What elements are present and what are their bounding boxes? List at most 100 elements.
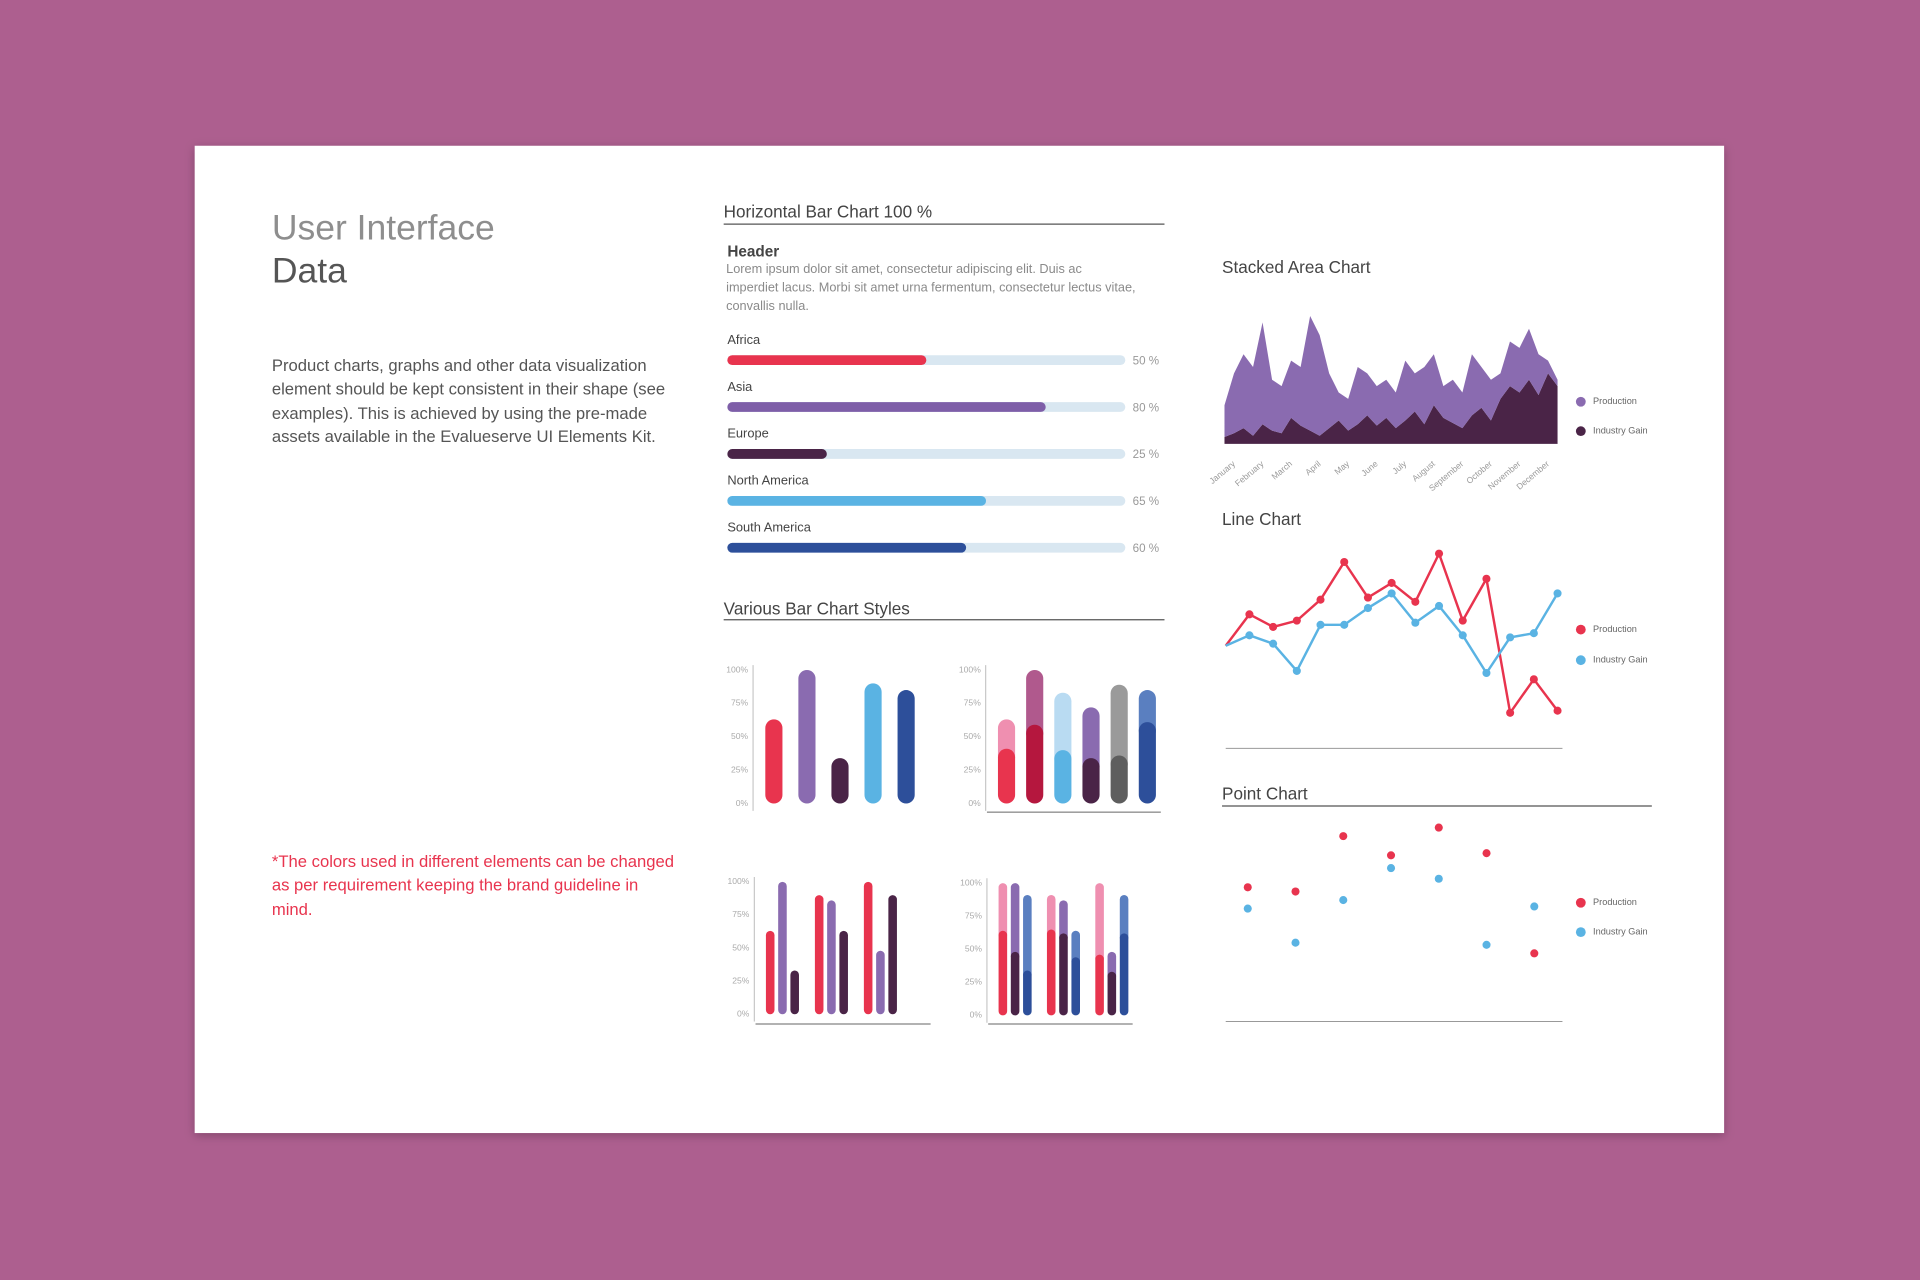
chart-title: Horizontal Bar Chart 100 % [724,202,932,222]
point [1387,578,1396,587]
point [1482,940,1491,949]
legend-swatch [1575,655,1586,666]
chart-title: Line Chart [1222,509,1301,529]
y-tick-label: 50% [965,944,983,954]
point [1482,849,1491,858]
y-tick-label: 0% [968,798,981,808]
y-tick-label: 50% [731,731,749,741]
point [1387,589,1396,598]
point [1506,633,1515,642]
bar [888,895,897,1015]
y-tick-label: 100% [726,664,748,674]
bar [1026,670,1044,742]
bar [1110,755,1128,804]
y-tick-label: 100% [960,877,982,887]
card [194,145,1725,1134]
bar [727,495,987,506]
point [1482,668,1491,678]
bar [1010,951,1020,1016]
point [1458,631,1467,640]
y-tick-label: 75% [732,909,750,919]
bar [727,542,967,553]
value-label: 65 % [1133,495,1159,508]
point [1506,708,1515,717]
bar [1082,707,1100,776]
point [1529,675,1538,684]
bar [1071,957,1080,1016]
point [1339,896,1348,905]
bar [1054,692,1072,768]
bar [897,690,915,804]
legend-swatch [1575,927,1586,938]
bar [814,895,824,1015]
bar [798,670,816,804]
bar-label: North America [727,473,809,488]
bar-description: Lorem ipsum dolor sit amet, consectetur … [726,263,1136,314]
legend-label: Production [1593,624,1637,634]
point [1553,706,1562,715]
legend-label: Production [1593,897,1637,907]
legend-swatch [1575,396,1586,407]
bar [765,719,783,804]
bar [1071,930,1080,966]
point [1243,883,1252,892]
description-box: Lorem ipsum dolor sit amet, consectetur … [726,263,1136,314]
y-tick-label: 75% [964,698,982,708]
bar [876,950,885,1015]
point [1292,616,1301,625]
bar [1026,724,1044,804]
point [1434,823,1443,832]
point [1245,631,1254,640]
point [1363,604,1372,613]
bar [1095,954,1104,1016]
bar [1119,895,1129,942]
legend-label: Production [1593,396,1637,406]
y-tick-label: 50% [732,942,750,952]
y-tick-label: 75% [965,910,983,920]
point [1434,874,1443,883]
y-tick-label: 25% [964,764,982,774]
point [1482,574,1491,583]
area [1224,373,1558,444]
point [1434,549,1444,558]
page-title: User Interface [272,208,495,248]
bar [1138,722,1156,804]
point [1458,616,1467,625]
point [1340,557,1349,567]
bar-label: South America [727,520,811,535]
value-label: 25 % [1133,448,1159,461]
bar [1046,929,1056,1016]
bar [1110,684,1128,773]
y-tick-label: 25% [731,764,749,774]
y-tick-label: 100% [959,664,981,674]
legend-label: Industry Gain [1593,927,1648,937]
point [1386,851,1396,860]
point [1553,589,1562,598]
bar [1119,933,1129,1016]
page-subtitle: Data [272,251,347,291]
point [1243,904,1252,913]
point [1339,832,1348,841]
point [1245,610,1254,619]
point [1411,618,1420,627]
y-tick-label: 25% [732,975,750,985]
note-text: *The colors used in different elements c… [271,852,675,919]
bar-track [727,449,1126,459]
bar [998,930,1008,1016]
intro-box: Product charts, graphs and other data vi… [272,356,665,446]
bar [1010,883,1020,961]
point [1529,629,1538,638]
bar [1059,900,1068,942]
point [1269,622,1278,631]
bar [863,881,873,1015]
y-tick-label: 50% [964,731,982,741]
y-tick-label: 25% [965,977,983,987]
legend-label: Industry Gain [1593,655,1648,665]
point [1340,620,1349,629]
chart-title: Various Bar Chart Styles [724,599,910,619]
legend-label: Industry Gain [1593,426,1648,436]
bar [1023,970,1032,1016]
bar [778,881,787,1015]
